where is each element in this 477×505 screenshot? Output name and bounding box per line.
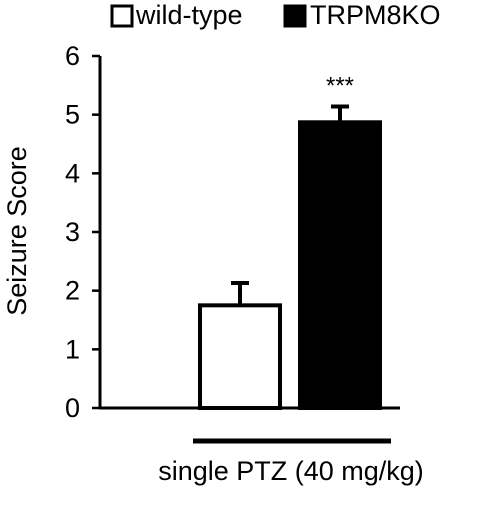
- bar-trpm8ko: [298, 120, 382, 410]
- y-tick-label-3: 3: [65, 217, 80, 247]
- y-tick-label-5: 5: [65, 100, 80, 130]
- legend-swatch-wild-type: [110, 4, 134, 28]
- y-tick-label-6: 6: [65, 41, 80, 71]
- significance-marker-trpm8ko: ***: [326, 72, 354, 99]
- legend-label-wild-type: wild-type: [135, 0, 243, 30]
- y-axis-ticks: 0 1 2 3 4 5 6: [65, 41, 100, 423]
- y-tick-label-1: 1: [65, 334, 80, 364]
- x-category-label: single PTZ (40 mg/kg): [158, 456, 424, 486]
- y-tick-label-4: 4: [65, 158, 80, 188]
- y-tick-label-0: 0: [65, 393, 80, 423]
- legend-label-trpm8ko: TRPM8KO: [310, 0, 441, 30]
- legend: wild-type TRPM8KO: [110, 0, 441, 30]
- legend-swatch-trpm8ko: [283, 4, 307, 28]
- y-axis-label: Seizure Score: [2, 146, 32, 316]
- bar-wild-type: [198, 303, 282, 411]
- bars: ***: [198, 72, 382, 411]
- y-tick-label-2: 2: [65, 276, 80, 306]
